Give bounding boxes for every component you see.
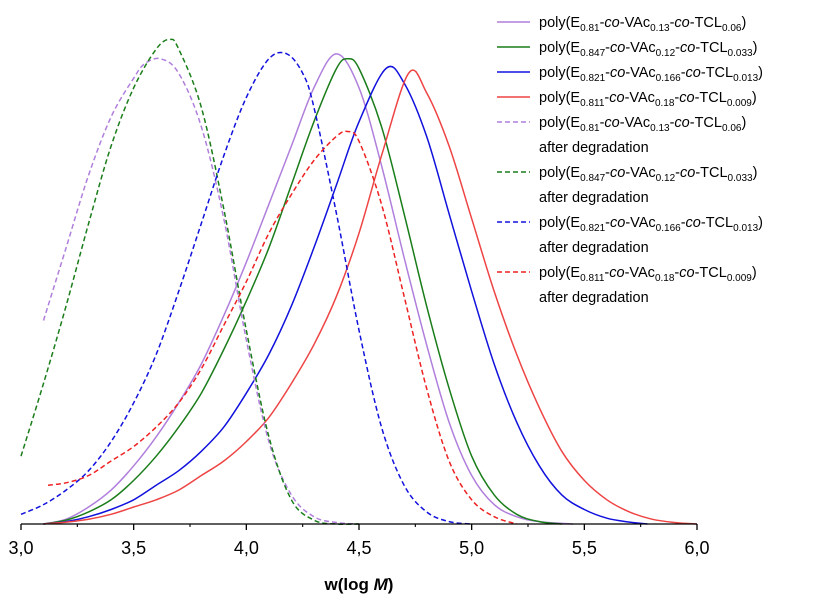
legend-item-7: poly(E0.821-co-VAc0.166-co-TCL0.013) afte… (497, 215, 763, 256)
legend-item-5: poly(E0.81-co-VAc0.13-co-TCL0.06) after d… (497, 115, 746, 156)
legend-label: poly(E0.821-co-VAc0.166-co-TCL0.013) (539, 65, 763, 84)
legend-label: poly(E0.811-co-VAc0.18-co-TCL0.009) (539, 90, 757, 109)
plot-lines (20, 38, 698, 526)
legend-label: poly(E0.821-co-VAc0.166-co-TCL0.013) (539, 215, 763, 234)
legend-item-4: poly(E0.811-co-VAc0.18-co-TCL0.009) (497, 90, 757, 109)
series-line-7 (20, 51, 472, 525)
x-tick-label: 6,0 (684, 538, 709, 558)
legend-label-line2: after degradation (539, 290, 649, 306)
legend-label-line2: after degradation (539, 240, 649, 256)
legend: poly(E0.81-co-VAc0.13-co-TCL0.06)poly(E0… (497, 15, 763, 306)
series-line-5 (42, 57, 360, 525)
legend-label: poly(E0.847-co-VAc0.12-co-TCL0.033) (539, 40, 757, 59)
legend-item-1: poly(E0.81-co-VAc0.13-co-TCL0.06) (497, 15, 746, 34)
legend-item-3: poly(E0.821-co-VAc0.166-co-TCL0.013) (497, 65, 763, 84)
x-axis-title: w(log M) (324, 575, 394, 594)
x-tick-label: 5,5 (572, 538, 597, 558)
series-line-4 (43, 69, 698, 525)
legend-label: poly(E0.81-co-VAc0.13-co-TCL0.06) (539, 15, 746, 34)
x-tick-label: 4,0 (234, 538, 259, 558)
series-line-6 (20, 38, 360, 526)
legend-item-6: poly(E0.847-co-VAc0.12-co-TCL0.033) after… (497, 165, 757, 206)
x-tick-label: 5,0 (459, 538, 484, 558)
legend-label: poly(E0.81-co-VAc0.13-co-TCL0.06) (539, 115, 746, 134)
legend-item-8: poly(E0.811-co-VAc0.18-co-TCL0.009) after… (497, 265, 757, 306)
x-axis-ticks: 3,0 3,5 4,0 4,5 5,0 5,5 6,0 (8, 524, 710, 558)
series-line-3 (43, 65, 648, 525)
legend-label-line2: after degradation (539, 190, 649, 206)
legend-label: poly(E0.847-co-VAc0.12-co-TCL0.033) (539, 165, 757, 184)
legend-label-line2: after degradation (539, 140, 649, 156)
x-tick-label: 3,5 (121, 538, 146, 558)
x-tick-label: 4,5 (346, 538, 371, 558)
legend-item-2: poly(E0.847-co-VAc0.12-co-TCL0.033) (497, 40, 757, 59)
x-tick-label: 3,0 (8, 538, 33, 558)
legend-label: poly(E0.811-co-VAc0.18-co-TCL0.009) (539, 265, 757, 284)
series-line-2 (43, 57, 562, 525)
series-line-8 (47, 130, 517, 525)
